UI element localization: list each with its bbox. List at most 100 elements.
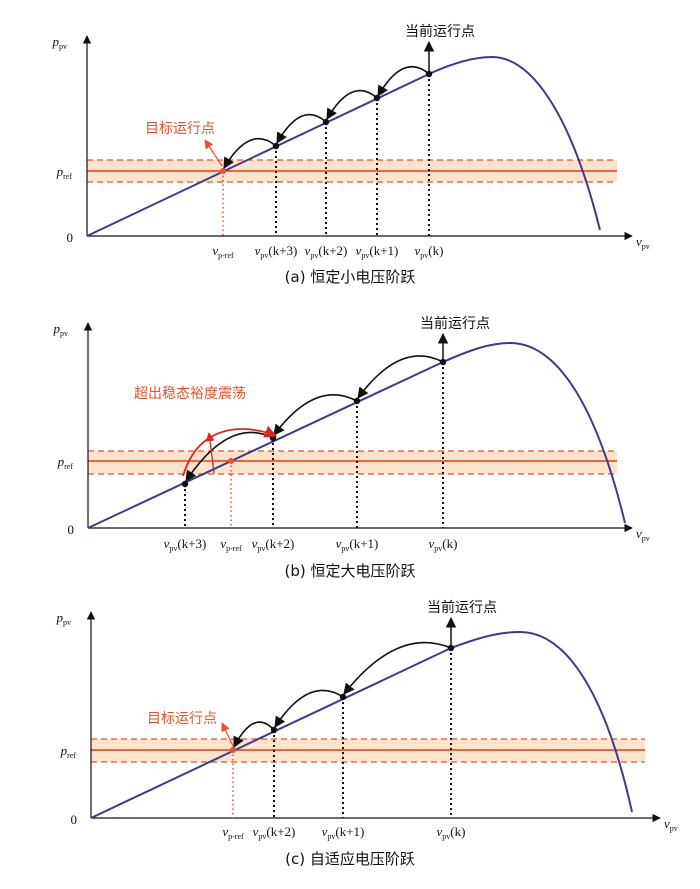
step-label-sub: pv <box>169 544 177 553</box>
target-point <box>228 458 234 464</box>
panel-caption: (a) 恒定小电压阶跃 <box>285 268 416 286</box>
x-axis-label-main: v <box>636 234 642 249</box>
step-arrow <box>357 355 444 399</box>
origin-label: 0 <box>71 812 78 827</box>
step-label-rest: (k) <box>450 824 465 839</box>
target-point-label: 目标运行点 <box>145 121 215 137</box>
step-label-rest: (k) <box>428 243 443 258</box>
step-arrow <box>343 641 452 695</box>
current-point-label: 当前运行点 <box>420 315 490 332</box>
pref-label-sub: ref <box>67 751 76 760</box>
x-axis-label: vpv <box>636 526 650 543</box>
step-label-sub: pv <box>361 251 369 260</box>
step-label-main: v <box>429 536 435 551</box>
panel-caption: (b) 恒定大电压阶跃 <box>285 562 416 580</box>
vref-label-main: v <box>222 824 228 839</box>
pref-label-main: p <box>56 164 64 179</box>
vref-label: vp-ref <box>212 243 234 260</box>
y-axis-label-sub: pv <box>63 618 71 627</box>
step-label-main: v <box>164 536 170 551</box>
step-label: vpv(k+1) <box>356 243 399 260</box>
step-label-rest: (k+2) <box>318 243 347 258</box>
y-axis-label: ppv <box>52 34 68 51</box>
step-label-main: v <box>255 243 261 258</box>
y-axis-label: ppv <box>56 610 72 627</box>
x-axis-label-main: v <box>664 816 670 831</box>
origin-label: 0 <box>68 522 75 537</box>
origin-label: 0 <box>67 230 74 245</box>
panel-caption: (c) 自适应电压阶跃 <box>285 850 415 868</box>
step-arrow <box>274 689 344 728</box>
pref-label: pref <box>60 743 77 760</box>
step-label-main: v <box>322 824 328 839</box>
step-label-rest: (k+3) <box>268 243 297 258</box>
step-label-rest: (k+1) <box>369 243 398 258</box>
step-label: vpv(k+1) <box>336 536 379 553</box>
step-label: vpv(k+2) <box>252 536 295 553</box>
step-label-sub: pv <box>434 544 442 553</box>
steady-state-margin-band <box>88 451 617 474</box>
step-label-sub: pv <box>442 832 450 841</box>
oscillation-label: 超出稳态裕度震荡 <box>134 386 246 402</box>
x-axis-label-sub: pv <box>670 824 678 833</box>
step-label: vpv(k) <box>415 243 444 260</box>
y-axis-label-main: p <box>56 610 64 625</box>
step-label-rest: (k+1) <box>335 824 364 839</box>
target-point <box>220 168 226 174</box>
pref-label-main: p <box>60 743 68 758</box>
pv-curve <box>86 55 601 237</box>
x-axis-label-main: v <box>636 526 642 541</box>
current-point-label: 当前运行点 <box>405 23 475 40</box>
step-label: vpv(k+2) <box>305 243 348 260</box>
step-label-main: v <box>305 243 311 258</box>
step-label-rest: (k+3) <box>177 536 206 551</box>
step-arrow <box>233 721 275 748</box>
pv-curve <box>90 630 633 819</box>
step-arrow <box>276 113 327 144</box>
note-arrow <box>221 722 234 747</box>
pref-label: pref <box>57 454 74 471</box>
note-arrow <box>205 432 215 474</box>
step-label-sub: pv <box>327 832 335 841</box>
step-label-sub: pv <box>341 544 349 553</box>
step-label-main: v <box>253 824 259 839</box>
vref-label: vp-ref <box>222 824 244 841</box>
x-axis-label-sub: pv <box>642 534 650 543</box>
vref-label-sub: p-ref <box>228 832 244 841</box>
target-point <box>230 747 236 753</box>
pref-label-sub: ref <box>63 172 72 181</box>
pref-label-sub: ref <box>64 462 73 471</box>
step-label-main: v <box>252 536 258 551</box>
step-label-main: v <box>336 536 342 551</box>
step-label-sub: pv <box>420 251 428 260</box>
step-label-sub: pv <box>257 544 265 553</box>
pref-label-main: p <box>57 454 65 469</box>
step-label-sub: pv <box>310 251 318 260</box>
step-label-main: v <box>415 243 421 258</box>
pref-label: pref <box>56 164 73 181</box>
step-label: vpv(k+1) <box>322 824 365 841</box>
step-label-rest: (k+2) <box>265 536 294 551</box>
x-axis-label-sub: pv <box>642 242 650 251</box>
vref-label-sub: p-ref <box>218 251 234 260</box>
step-arrow <box>377 65 430 97</box>
vref-label-sub: p-ref <box>226 544 242 553</box>
pv-curve <box>87 341 626 529</box>
operating-point <box>181 480 189 488</box>
y-axis-label-sub: pv <box>60 329 68 338</box>
step-label-rest: (k+1) <box>349 536 378 551</box>
step-arrow <box>326 89 378 120</box>
step-label-main: v <box>437 824 443 839</box>
target-point-label: 目标运行点 <box>147 711 217 727</box>
x-axis-label: vpv <box>664 816 678 833</box>
step-label-rest: (k) <box>442 536 457 551</box>
note-arrow <box>204 139 223 167</box>
current-point-label: 当前运行点 <box>427 599 497 616</box>
step-label-main: v <box>356 243 362 258</box>
step-label-sub: pv <box>258 832 266 841</box>
vref-label-main: v <box>212 243 218 258</box>
